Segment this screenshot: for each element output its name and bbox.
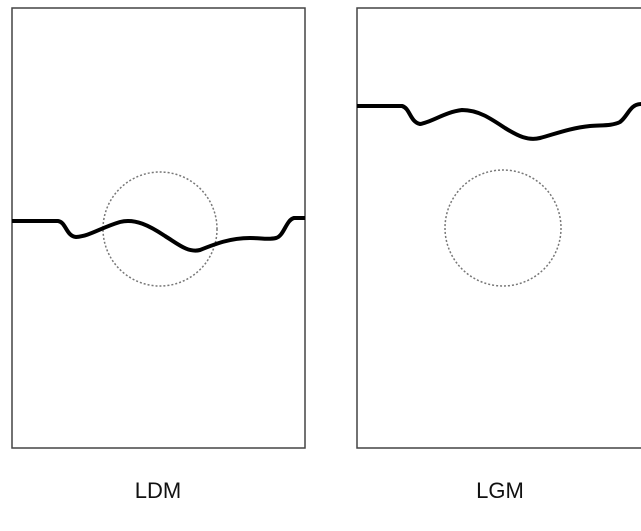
panel-lgm: LGM	[356, 7, 641, 503]
dotted-circle	[444, 169, 562, 287]
panel-frame	[11, 7, 306, 449]
panel-label: LDM	[135, 478, 181, 503]
boundary-line	[357, 102, 641, 141]
dotted-circle	[102, 171, 218, 287]
boundary-line	[12, 216, 305, 253]
panel-ldm: LDM	[11, 7, 306, 503]
panel-label: LGM	[476, 478, 524, 503]
panel-frame	[356, 7, 641, 449]
